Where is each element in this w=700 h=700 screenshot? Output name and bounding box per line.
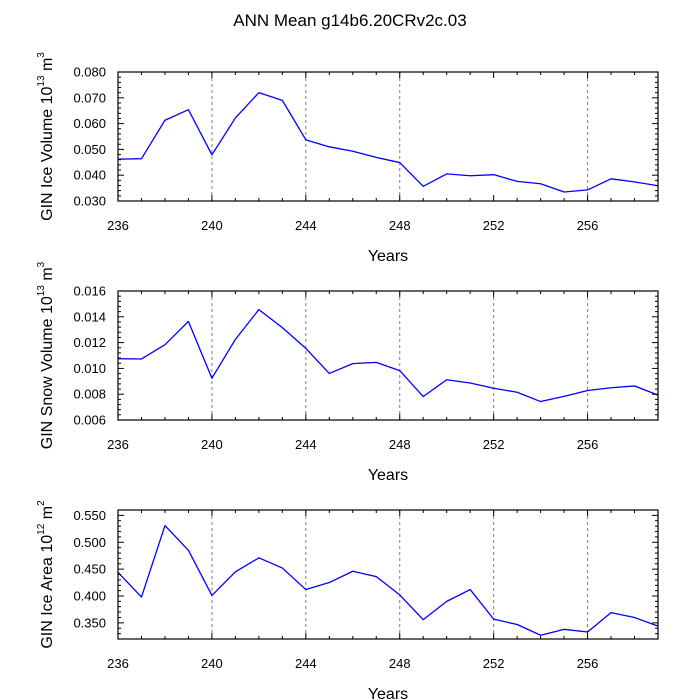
plot-frame <box>117 509 659 640</box>
x-tick-label: 252 <box>483 218 505 233</box>
y-tick-label: 0.010 <box>73 361 106 376</box>
y-tick-label: 0.008 <box>73 387 106 402</box>
chart-panel-1: 236 240 244 248 252 256 0.030 0.040 0.050 0.060 0.… <box>36 52 659 265</box>
data-series-line <box>117 91 659 193</box>
y-tick-label: 0.006 <box>73 413 106 428</box>
x-tick-label: 248 <box>389 218 411 233</box>
x-tick-label: 240 <box>201 656 223 671</box>
y-tick-label: 0.080 <box>73 65 106 80</box>
y-axis-label-unit-exp: 3 <box>36 261 47 267</box>
y-tick-label: 0.050 <box>73 142 106 157</box>
panels: 236 240 244 248 252 256 0.030 0.040 0.050 0.060 0.… <box>36 52 659 700</box>
x-tick-label: 248 <box>389 656 411 671</box>
y-axis-label-unit-exp: 3 <box>36 52 47 58</box>
y-axis-label-prefix: GIN Ice Area 10 <box>39 535 56 649</box>
x-tick-label: 236 <box>107 437 129 452</box>
y-axis-label-unit: m <box>39 58 56 76</box>
x-axis-label: Years <box>368 248 408 265</box>
x-tick-label: 240 <box>201 218 223 233</box>
chart-title: ANN Mean g14b6.20CRv2c.03 <box>233 11 466 30</box>
x-tick-label: 256 <box>577 218 599 233</box>
x-tick-label: 248 <box>389 437 411 452</box>
y-tick-label: 0.400 <box>73 589 106 604</box>
y-tick-label: 0.060 <box>73 116 106 131</box>
x-tick-label: 240 <box>201 437 223 452</box>
x-tick-label: 244 <box>295 437 317 452</box>
y-axis-label-unit: m <box>39 267 56 285</box>
y-axis-label: GIN Ice Area 1012 m2 <box>36 500 56 649</box>
y-axis-label: GIN Ice Volume 1013 m3 <box>36 52 56 221</box>
x-tick-label: 236 <box>107 218 129 233</box>
x-axis-label: Years <box>368 467 408 484</box>
y-tick-label: 0.450 <box>73 562 106 577</box>
y-tick-label: 0.014 <box>73 309 106 324</box>
y-axis-label-exp: 12 <box>36 523 47 535</box>
y-axis-label-unit-exp: 2 <box>36 500 47 506</box>
x-tick-label: 244 <box>295 656 317 671</box>
y-tick-label: 0.550 <box>73 508 106 523</box>
x-tick-label: 236 <box>107 656 129 671</box>
x-tick-label: 256 <box>577 656 599 671</box>
y-tick-label: 0.030 <box>73 194 106 209</box>
data-series-line <box>117 524 659 636</box>
y-axis-label-prefix: GIN Ice Volume 10 <box>39 86 56 220</box>
x-tick-label: 244 <box>295 218 317 233</box>
y-tick-label: 0.500 <box>73 535 106 550</box>
y-tick-label: 0.040 <box>73 168 106 183</box>
y-axis-label-exp: 13 <box>36 75 47 87</box>
y-axis-label: GIN Snow Volume 1013 m3 <box>36 261 56 449</box>
y-axis-label-prefix: GIN Snow Volume 10 <box>39 296 56 449</box>
y-tick-label: 0.012 <box>73 335 106 350</box>
y-axis-label-exp: 13 <box>36 285 47 297</box>
y-tick-label: 0.070 <box>73 90 106 105</box>
y-tick-label: 0.016 <box>73 284 106 299</box>
plot-frame <box>117 290 659 421</box>
x-tick-label: 252 <box>483 656 505 671</box>
plot-frame <box>117 71 659 202</box>
y-axis-label-unit: m <box>39 506 56 524</box>
data-series-line <box>117 308 659 403</box>
x-axis-label: Years <box>368 686 408 700</box>
x-tick-label: 252 <box>483 437 505 452</box>
chart-panel-2: 236 240 244 248 252 256 0.006 0.008 0.010 0.012 0.… <box>36 261 659 484</box>
x-tick-label: 256 <box>577 437 599 452</box>
chart-panel-3: 236 240 244 248 252 256 0.350 0.400 0.450 0.500 0.… <box>36 500 659 700</box>
y-tick-label: 0.350 <box>73 615 106 630</box>
